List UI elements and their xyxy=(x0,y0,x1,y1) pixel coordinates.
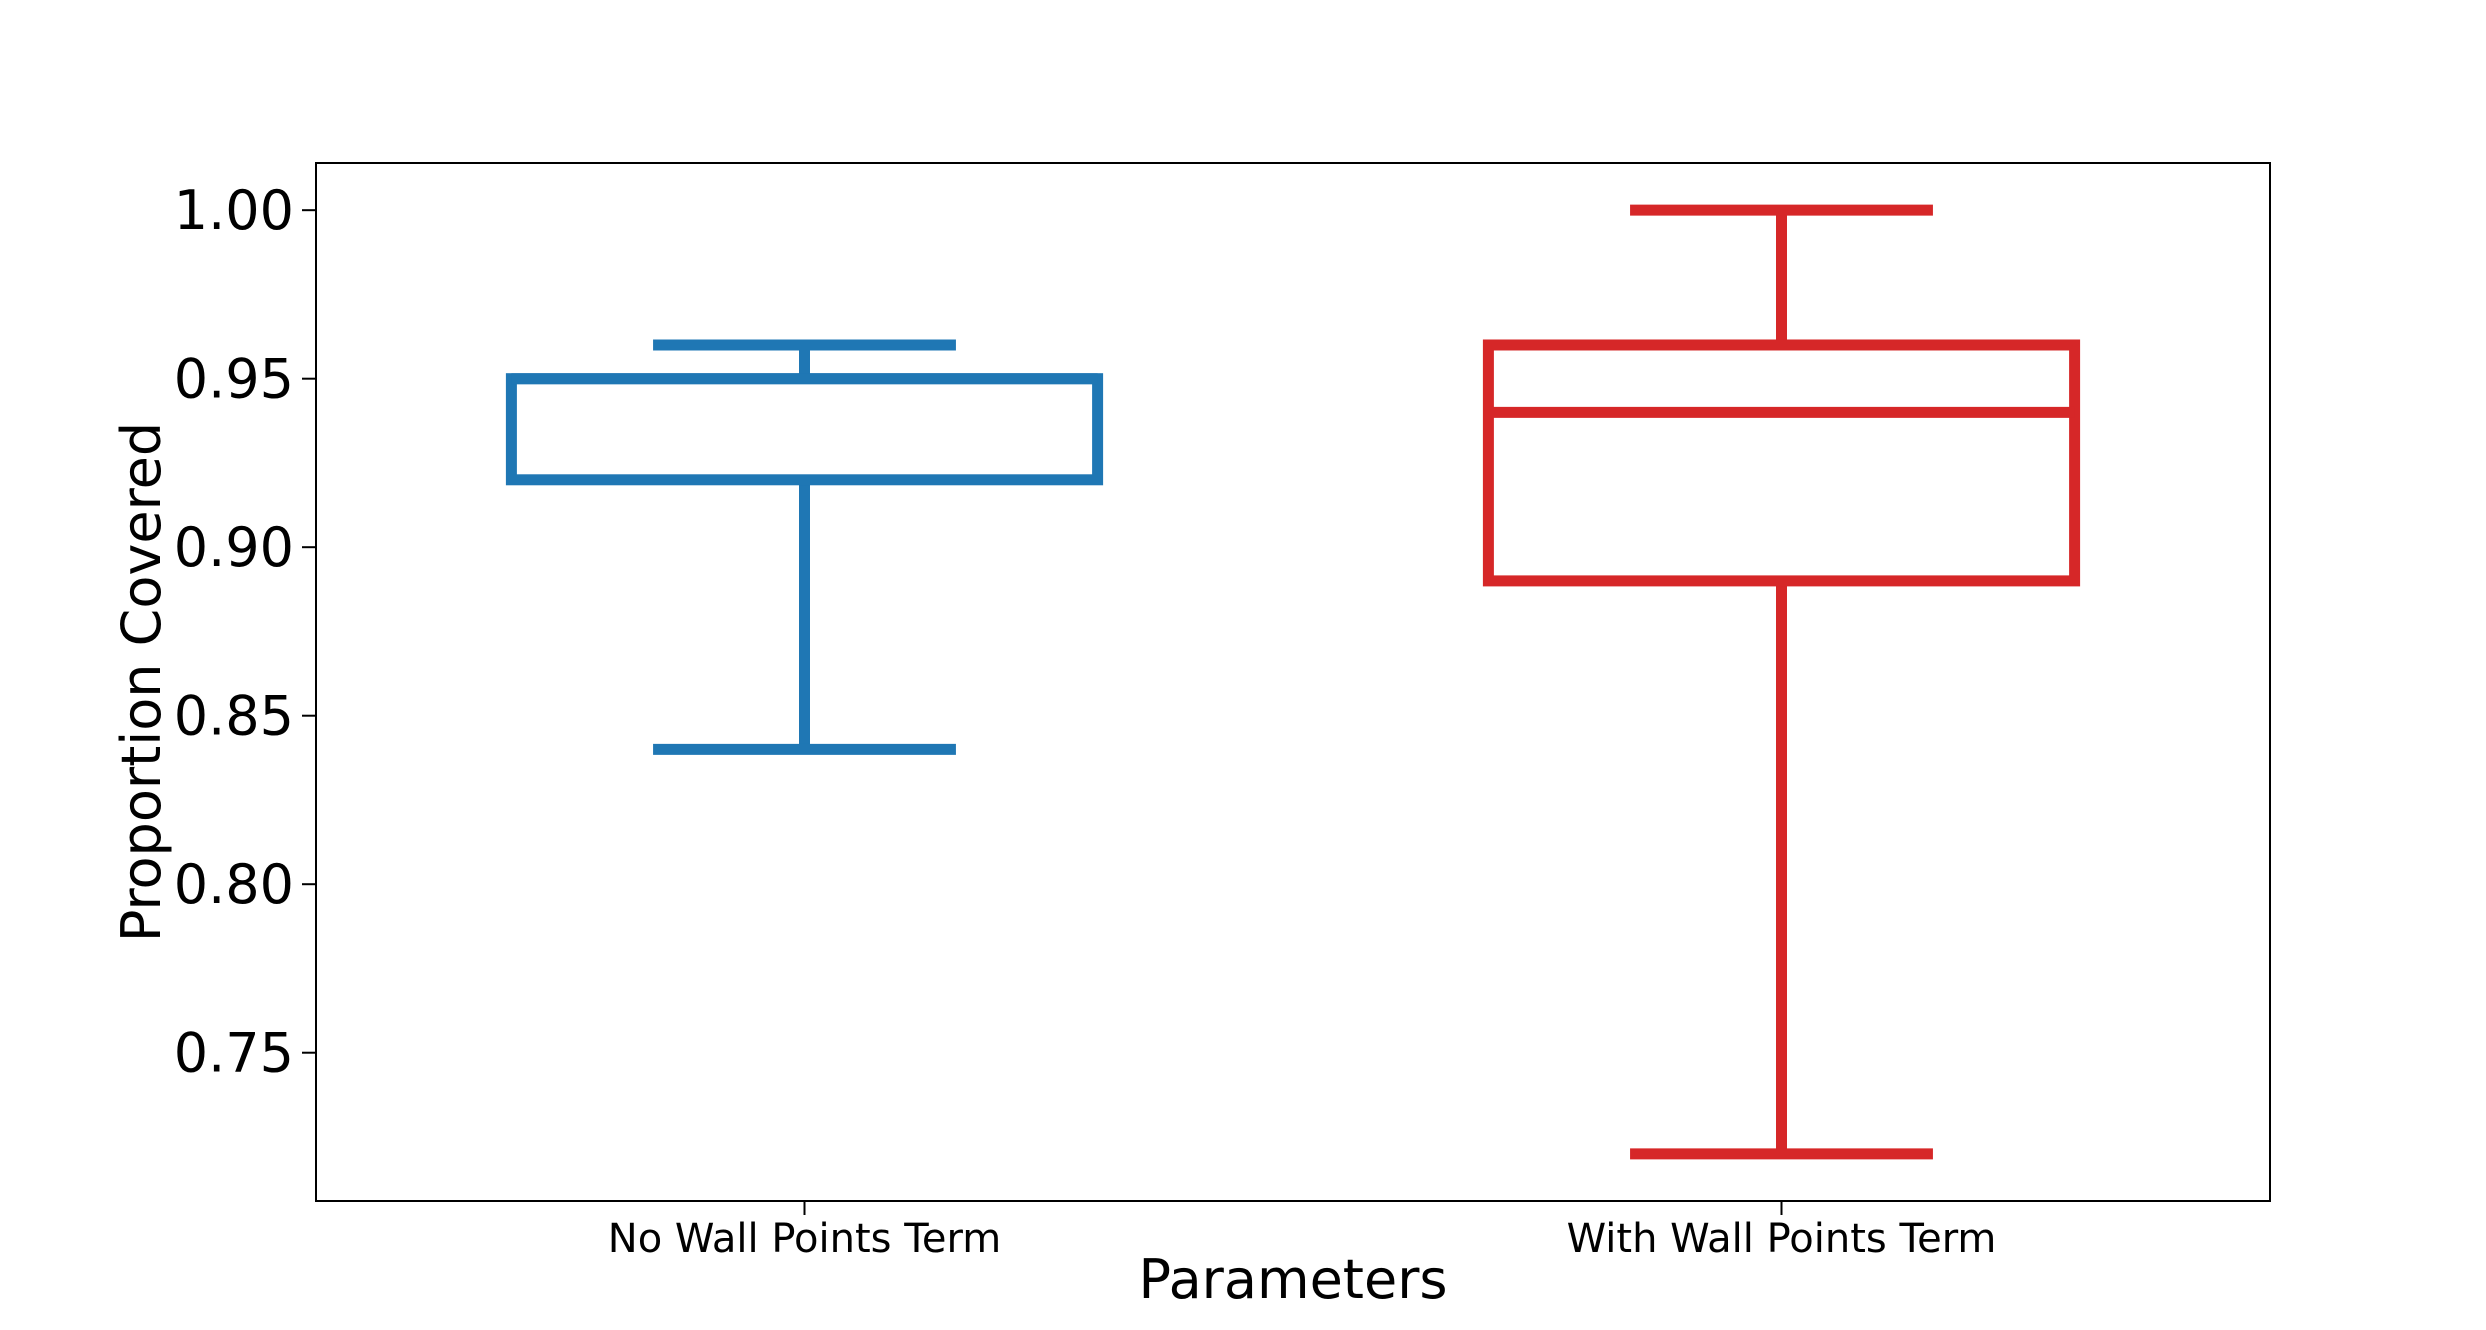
iqr-box xyxy=(1482,339,2081,587)
x-axis: No Wall Points Term With Wall Points Term xyxy=(608,1201,1997,1262)
y-tick-label: 0.75 xyxy=(174,1022,294,1085)
box-2 xyxy=(1482,204,2081,1160)
y-axis-title: Proportion Covered xyxy=(110,422,173,942)
x-axis-title: Parameters xyxy=(1138,1248,1447,1311)
boxes-group xyxy=(505,204,2081,1160)
y-tick-label: 0.85 xyxy=(174,685,294,748)
y-tick-label: 0.80 xyxy=(174,853,294,916)
y-tick-label: 0.95 xyxy=(174,348,294,411)
x-tick-label: With Wall Points Term xyxy=(1567,1216,1997,1262)
iqr-box xyxy=(505,373,1104,486)
y-axis: 0.75 0.80 0.85 0.90 0.95 1.00 xyxy=(174,179,316,1085)
box-1 xyxy=(505,339,1104,755)
y-tick-label: 1.00 xyxy=(174,179,294,242)
plot-area-frame xyxy=(315,162,2271,1202)
x-tick-label: No Wall Points Term xyxy=(608,1216,1001,1262)
y-tick-label: 0.90 xyxy=(174,516,294,579)
